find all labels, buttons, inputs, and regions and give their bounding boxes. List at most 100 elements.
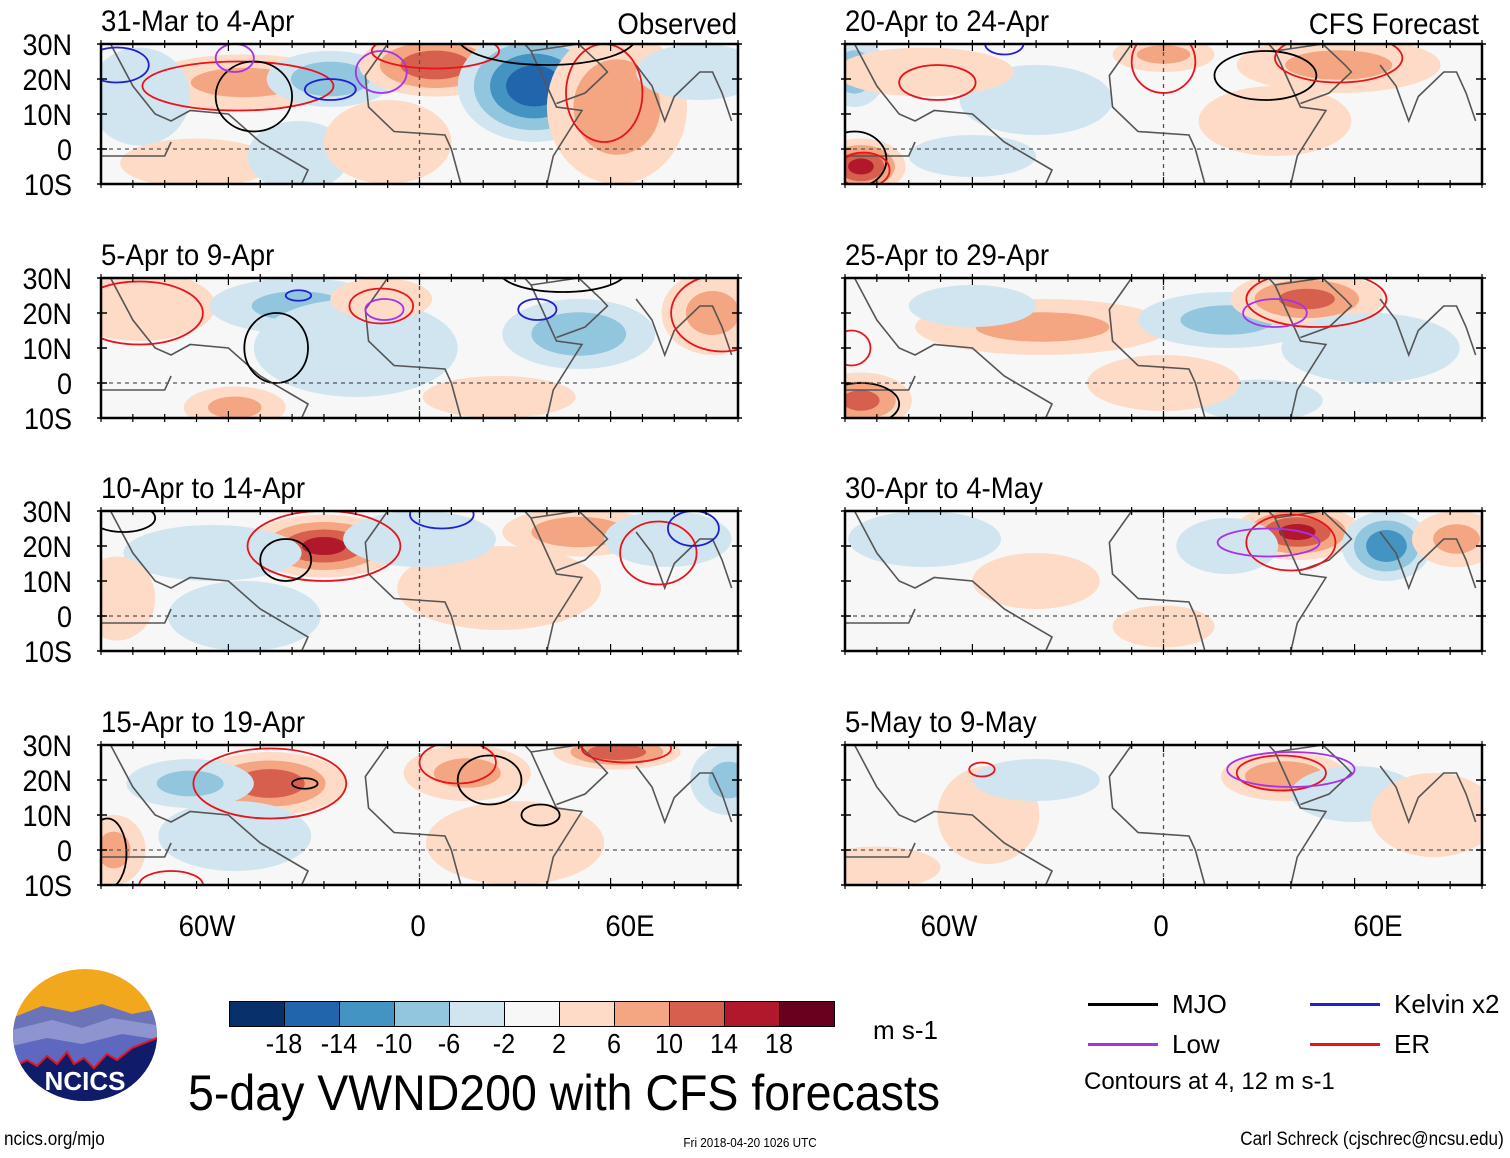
anomaly-shading [848, 158, 874, 175]
footer-url[interactable]: ncics.org/mjo [4, 1129, 105, 1150]
y-axis-label: 10N [22, 800, 72, 833]
colorbar-segment [449, 1001, 505, 1027]
anomaly-shading [1366, 530, 1407, 562]
footer-timestamp: Fri 2018-04-20 1026 UTC [683, 1135, 817, 1150]
contour-er [845, 329, 872, 367]
y-axis-label: 20N [22, 64, 72, 97]
colorbar-tick-label: 10 [654, 1028, 684, 1059]
anomaly-shading [845, 390, 880, 411]
anomaly-shading [972, 759, 1100, 801]
anomaly-shading [158, 801, 312, 871]
anomaly-shading [101, 556, 156, 641]
colorbar-tick-label: 2 [551, 1028, 567, 1059]
contour-low [1226, 751, 1356, 788]
colorbar-segment [669, 1001, 725, 1027]
contour-mjo [501, 278, 625, 293]
colorbar-segment [504, 1001, 560, 1027]
anomaly-shading [636, 44, 738, 100]
map-panel [97, 40, 742, 188]
y-axis-label: 10S [23, 870, 73, 903]
anomaly-shading [1198, 86, 1352, 156]
anomaly-shading [167, 581, 321, 651]
contour-kelvin [303, 78, 357, 101]
coastlines [101, 511, 733, 651]
coastlines [101, 278, 733, 418]
map-panel [841, 507, 1486, 655]
colorbar-segment [229, 1001, 285, 1027]
map-panel [841, 741, 1486, 889]
coastlines [845, 278, 1477, 418]
anomaly-shading [845, 47, 1014, 97]
contour-er [141, 60, 335, 112]
colorbar-units: m s-1 [873, 1015, 938, 1045]
contour-er [845, 151, 891, 184]
contour-er [898, 64, 977, 101]
contour-kelvin [667, 511, 720, 547]
colorbar-segment [394, 1001, 450, 1027]
legend-label-er: ER [1394, 1029, 1431, 1059]
footer-author[interactable]: Carl Schreck (cjschrec@ncsu.edu) [1240, 1129, 1504, 1150]
contour-er [370, 44, 501, 70]
x-label-0-left: 0 [410, 910, 426, 943]
map-panel [97, 274, 742, 422]
contour-kelvin [517, 298, 558, 321]
x-label-60e-left: 60E [605, 910, 655, 943]
contour-er [192, 747, 348, 820]
y-axis-label: 0 [56, 368, 72, 401]
anomaly-shading [604, 511, 732, 567]
map-panel [841, 274, 1486, 422]
colorbar-segment [724, 1001, 780, 1027]
x-label-60w-right: 60W [920, 910, 978, 943]
x-label-0-right: 0 [1153, 910, 1169, 943]
contour-mjo [1213, 50, 1318, 101]
y-axis-label: 0 [56, 601, 72, 634]
legend-label-mjo: MJO [1172, 989, 1227, 1019]
map-panel [97, 741, 742, 889]
panel-title: 20-Apr to 24-Apr [845, 5, 1050, 38]
contour-mjo [101, 511, 157, 533]
anomaly-shading [208, 396, 262, 418]
contour-kelvin [409, 511, 475, 530]
contour-low [354, 50, 408, 94]
anomaly-shading [685, 290, 738, 336]
contour-mjo [520, 803, 561, 827]
x-label-60w-left: 60W [178, 910, 236, 943]
y-axis-label: 20N [22, 765, 72, 798]
y-axis-label: 10N [22, 99, 72, 132]
legend-swatch-kelvin [1310, 1002, 1380, 1006]
anomaly-shading [1285, 50, 1393, 80]
anomaly-shading [400, 50, 471, 80]
anomaly-shading [101, 47, 191, 146]
colorbar-segment [339, 1001, 395, 1027]
coastlines [845, 44, 1477, 184]
colorbar-tick-label: 18 [764, 1028, 794, 1059]
contours-note: Contours at 4, 12 m s-1 [1084, 1068, 1335, 1095]
contour-er [619, 520, 698, 586]
anomaly-shading [247, 121, 350, 184]
legend-swatch-mjo [1088, 1002, 1158, 1006]
anomaly-shading [422, 376, 576, 418]
legend-item-er: ER [1310, 1030, 1430, 1058]
y-axis-label: 0 [56, 835, 72, 868]
contour-er [1235, 754, 1327, 792]
contour-er [101, 280, 204, 346]
anomaly-shading [708, 761, 738, 799]
anomaly-shading [101, 831, 131, 869]
ncics-logo: NCICS [13, 969, 157, 1101]
contour-er [670, 278, 738, 353]
anomaly-shading [301, 536, 346, 556]
colorbar-tick-label: -10 [375, 1028, 413, 1059]
contour-low [1242, 298, 1308, 328]
logo-text: NCICS [45, 1066, 126, 1096]
coastlines [845, 511, 1477, 651]
legend-swatch-er [1310, 1042, 1380, 1046]
contour-mjo [845, 382, 901, 418]
colorbar [229, 1001, 835, 1027]
colorbar-segment [614, 1001, 670, 1027]
anomaly-shading [908, 135, 1037, 177]
contour-er [1274, 44, 1404, 84]
anomaly-shading [120, 138, 273, 184]
contour-mjo [459, 44, 635, 66]
coastlines [101, 44, 733, 184]
anomaly-shading [156, 770, 224, 797]
